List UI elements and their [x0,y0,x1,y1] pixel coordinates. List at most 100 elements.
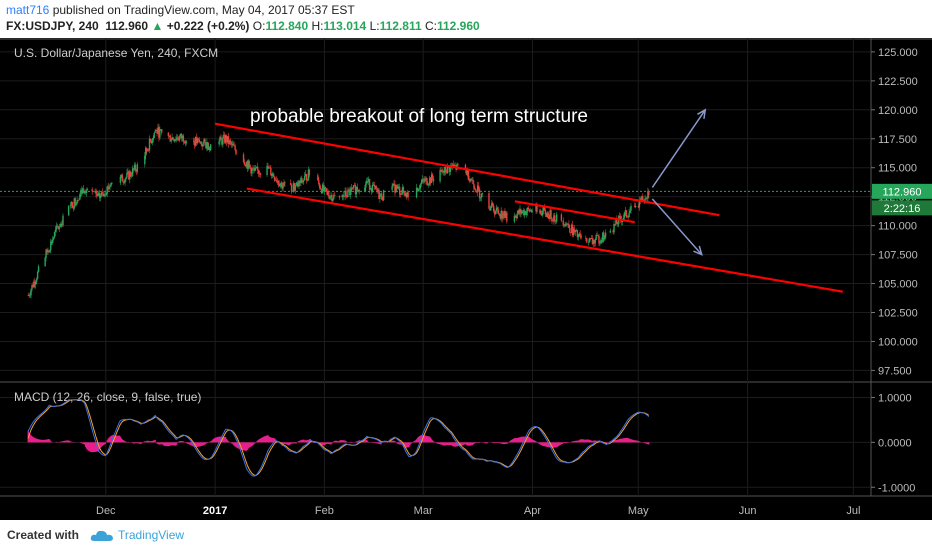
candle-body [245,162,248,167]
candle-body [329,196,331,199]
candle-body [109,186,111,188]
candle-body [443,172,445,174]
candle-body [524,211,527,215]
candlestick-series [27,123,650,299]
macd-axis[interactable]: 1.0000 0.0000 -1.0000 [871,392,915,494]
candle-body [379,194,381,200]
candle-body [575,230,578,231]
candle-body [100,192,103,196]
candle-body [122,181,124,183]
price-tick-label: 117.500 [878,134,917,146]
last-price-marker [872,183,932,199]
candle-body [207,141,209,150]
candle-body [519,209,521,214]
candle-body [567,223,569,225]
candle-body [146,149,149,151]
candle-body [595,235,597,240]
candle-body [634,205,637,208]
candle-body [154,130,156,133]
candle-body [101,192,104,194]
candle-body [442,170,444,173]
candle-body [473,183,475,189]
chart-area[interactable]: U.S. Dollar/Japanese Yen, 240, FXCM prob… [0,38,932,520]
candle-body [628,212,630,218]
candle-body [564,224,566,226]
candle-body [640,196,643,202]
candle-body [98,192,101,198]
candle-body [91,189,93,192]
candle-body [397,186,399,189]
candle-body [308,169,311,176]
arrow-group[interactable] [651,108,707,256]
created-with-label: Created with [7,528,80,542]
candle-body [477,185,480,190]
candle-body [145,147,148,151]
publish-line: matt716 published on TradingView.com, Ma… [6,3,355,17]
candle-body [625,210,627,217]
candle-body [259,173,262,175]
candle-body [446,166,449,174]
trendline-group[interactable] [214,122,843,293]
candle-body [249,165,251,168]
candle-body [382,190,385,200]
candle-body [478,189,481,199]
tradingview-link[interactable]: TradingView [118,528,185,542]
macd-tick-label: -1.0000 [878,482,915,494]
candle-body [396,185,398,189]
candle-body [576,230,579,238]
candle-body [638,200,641,208]
time-axis[interactable]: Dec 2017 Feb Mar Apr May Jun Jul [96,505,860,517]
annotation-text[interactable]: probable breakout of long term structure [250,106,588,127]
candle-body [617,223,619,225]
candle-body [60,224,62,227]
candle-body [281,182,283,189]
candle-body [130,175,133,177]
candle-body [555,220,557,222]
candle-body [307,169,310,181]
time-tick-label: Apr [524,505,541,517]
candle-body [470,179,472,181]
candle-body [528,209,531,212]
candle-body [44,257,46,267]
candle-body [243,161,246,165]
candle-body [513,215,516,222]
author-link[interactable]: matt716 [6,3,50,17]
candle-body [269,167,271,169]
candle-body [178,136,181,141]
candle-body [177,137,179,140]
price-axis[interactable]: 125.000122.500120.000117.500115.000112.5… [871,47,918,378]
candle-body [589,238,592,239]
candle-body [302,180,304,183]
candle-body [498,213,501,215]
candle-body [648,191,650,196]
candle-body [391,186,393,191]
candle-body [45,249,47,258]
candle-body [301,177,303,183]
candle-body [136,164,138,172]
candle-body [444,167,446,173]
candle-body [490,206,492,211]
candle-body [492,205,495,212]
candle-body [475,189,477,192]
candle-body [548,218,550,219]
candle-body [562,220,564,226]
candle-body [430,174,433,183]
candle-body [82,188,85,194]
candle-body [578,233,580,237]
candle-body [226,136,229,143]
candle-body [271,175,273,176]
candle-body [81,189,83,194]
price-change: +0.222 (+0.2%) [166,19,250,33]
candle-body [284,182,286,184]
candle-body [303,175,306,181]
candle-body [637,205,640,208]
candle-body [555,214,558,222]
price-tick-label: 125.000 [878,47,918,59]
candle-body [357,190,359,191]
candle-body [525,211,528,215]
candle-body [250,167,252,174]
candle-body [321,184,324,194]
candle-body [69,204,72,207]
candle-body [332,198,334,201]
candle-body [224,135,227,143]
